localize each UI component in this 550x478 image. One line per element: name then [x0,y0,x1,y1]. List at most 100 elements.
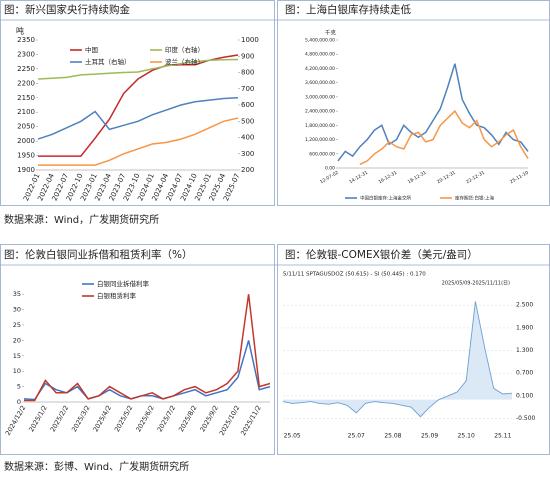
x-tick-label: 25.05 [284,433,301,440]
legend-label: 库存期货:白银:上海 [455,195,495,202]
y-tick-label: 20 [13,336,21,344]
x-tick-label: 2025/10/2 [218,404,242,437]
line [38,117,239,166]
x-tick-label: 25-11-10 [509,170,530,185]
y-tick-label: 0.00 [325,166,335,172]
chart-title: 图：伦敦白银同业拆借和租赁利率（%） [4,248,192,261]
line [359,109,529,166]
y-tick-label: 3,000,000.00 [305,94,335,100]
x-tick-label: 2025/5/2 [113,404,135,433]
x-tick-label: 20-12-31 [436,170,457,185]
y-axis-label: 吨 [16,26,24,36]
y2-tick-label: 1000 [241,36,259,44]
y2-tick-label: 400 [241,134,254,142]
x-tick-label: 25.10 [458,433,475,440]
line [23,340,271,401]
x-tick-label: 25.09 [421,433,438,440]
y-tick-label: 0 [17,398,21,406]
legend-label: 波兰（右轴） [165,57,204,66]
area [283,301,512,417]
chart-title: 图：伦敦银-COMEX银价差（美元/盎司） [285,248,478,261]
y-tick-label: 2350 [17,36,35,44]
caption: 数据来源：Wind，广发期货研究所 [4,213,159,226]
legend-label: 白银租赁利率 [97,291,137,300]
x-tick-label: 2025/6/2 [134,404,156,433]
x-tick-label: 2025/4/2 [91,404,113,433]
y-tick-label: 2200 [17,79,35,87]
line [38,54,239,157]
x-tick-label: 25.07 [348,433,365,440]
x-tick-label: 2025/8/2 [177,404,199,433]
y2-tick-label: 500 [241,117,254,125]
x-tick-label: 16-12-31 [378,170,399,185]
y-tick-label: 25 [13,321,21,329]
x-tick-label: 2024/12/2 [4,404,28,437]
x-tick-label: 25.08 [384,433,401,440]
line [24,294,271,402]
y-tick-label: 2300 [17,50,35,58]
y-tick-label: 2250 [17,65,35,73]
chart-subtitle: 5/11/11 SPTAGUSDOZ (50.615) - SI (50.445… [283,272,426,278]
y2-tick-label: 900 [241,52,254,60]
x-tick-label: 2025/1/2 [27,404,49,433]
y-tick-label: 3,600,000.00 [305,80,335,86]
chart-title: 图：新兴国家央行持续购金 [4,3,130,16]
y-tick-label: 1,200,000.00 [305,137,335,143]
chart-title: 图：上海白银库存持续走低 [285,3,411,16]
y-tick-label: 1950 [17,152,35,160]
x-tick-label: 2025/7/2 [156,404,178,433]
x-tick-label: 14-12-31 [348,170,369,185]
y-tick-label: 0.700 [516,370,533,377]
legend-label: 白银同业拆借利率 [97,279,150,288]
x-tick-label: 2025/3/2 [70,404,92,433]
x-tick-label: 18-12-31 [407,170,428,185]
y-tick-label: 5,400,000.00 [305,38,335,44]
y-tick-label: 2050 [17,123,35,131]
x-tick-label: 2025/2/2 [49,404,71,433]
y-tick-label: 1.900 [516,324,533,331]
y2-tick-label: 300 [241,150,254,158]
x-tick-label: 25.11 [494,433,511,440]
y2-tick-label: 600 [241,101,254,109]
y-tick-label: 600,000.00 [309,151,335,157]
date-range: 2025/05/09-2025/11/11(日) [442,281,510,287]
y2-tick-label: 200 [241,166,254,174]
y2-tick-label: 700 [241,85,254,93]
y-tick-label: 2,400,000.00 [305,109,335,115]
line [37,96,239,140]
y-tick-label: 2.500 [516,302,533,309]
y-tick-label: 1900 [17,166,35,174]
y-tick-label: 1.300 [516,347,533,354]
y-tick-label: 15 [13,352,21,360]
caption: 数据来源：彭博、Wind、广发期货研究所 [4,460,189,473]
y-tick-label: 5 [17,383,21,391]
y-tick-label: 2150 [17,94,35,102]
y-tick-label: 1,800,000.00 [305,123,335,129]
legend-label: 印度（右轴） [165,45,204,54]
line [337,63,529,162]
panel [0,0,275,206]
line [37,58,239,80]
y-tick-label: 2000 [17,137,35,145]
y-tick-label: 4,200,000.00 [305,66,335,72]
y-tick-label: 4,800,000.00 [305,52,335,58]
y-tick-label: 0.100 [516,392,533,399]
y-tick-label: 30 [13,306,21,314]
legend-label: 土耳其（右轴） [85,57,131,66]
legend-label: 中国白银库存:上海金交所 [360,195,412,202]
panel [0,244,275,455]
panel [277,0,550,206]
x-tick-label: 22-12-31 [465,170,486,185]
y-tick-label: 10 [13,367,21,375]
y-tick-label: 35 [13,290,21,298]
x-tick-label: 2025/11/2 [239,404,263,437]
y2-tick-label: 800 [241,69,254,77]
line [282,301,513,418]
y-tick-label: -0.500 [516,415,536,422]
x-tick-label: 12-07-02 [319,170,340,185]
x-tick-label: 2025/9/2 [198,404,220,433]
legend-label: 中国 [85,45,98,54]
y-tick-label: 2100 [17,108,35,116]
y-axis-label: 千克 [325,29,337,37]
